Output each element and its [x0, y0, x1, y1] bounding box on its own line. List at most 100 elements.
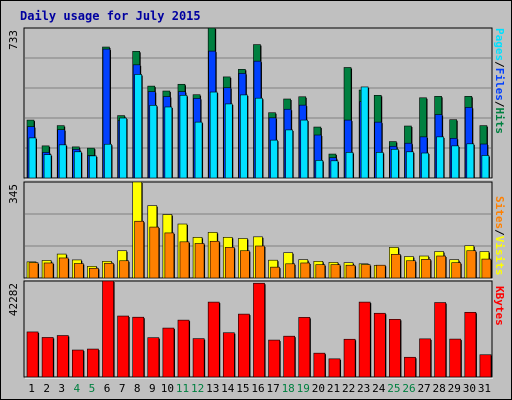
bar-pages-day-22 [345, 152, 354, 179]
bar-kbytes-day-25 [389, 319, 401, 378]
x-tick-label-day-1: 1 [28, 382, 35, 395]
x-tick-label-day-4: 4 [74, 382, 81, 395]
x-tick-label-day-7: 7 [119, 382, 126, 395]
bar-pages-day-31 [481, 155, 490, 179]
bar-pages-day-23 [360, 86, 369, 179]
x-tick-label-day-26: 26 [402, 382, 415, 395]
bar-pages-day-12 [194, 121, 203, 179]
legend-entry: Hits [493, 108, 506, 135]
bar-pages-day-24 [375, 152, 384, 179]
bar-kbytes-day-15 [238, 313, 250, 378]
x-tick-label-day-8: 8 [134, 382, 141, 395]
bar-pages-day-14 [224, 103, 233, 179]
bar-kbytes-day-13 [207, 301, 220, 378]
bar-kbytes-day-29 [449, 338, 462, 378]
bar-pages-day-3 [58, 144, 67, 179]
x-tick-label-day-31: 31 [478, 382, 491, 395]
x-tick-label-day-24: 24 [372, 382, 386, 395]
bar-kbytes-day-9 [147, 337, 160, 378]
bar-pages-day-9 [149, 105, 158, 179]
x-tick-label-day-19: 19 [297, 382, 310, 395]
bar-kbytes-day-19 [298, 317, 311, 378]
legend-entry: / [493, 229, 506, 236]
bar-sites-day-9 [149, 226, 160, 279]
bar-kbytes-day-28 [434, 302, 447, 378]
bar-kbytes-day-31 [479, 354, 492, 378]
bar-sites-day-27 [421, 259, 431, 279]
x-tick-label-day-29: 29 [448, 382, 461, 395]
bar-sites-day-8 [134, 220, 144, 279]
bar-kbytes-day-18 [283, 335, 296, 378]
legend-entry: Sites [493, 196, 506, 229]
x-tick-label-day-23: 23 [357, 382, 370, 395]
bar-kbytes-day-20 [313, 352, 326, 378]
bar-pages-day-28 [436, 136, 444, 179]
legend-entry: / [493, 61, 506, 68]
bar-kbytes-day-23 [358, 301, 371, 378]
bar-pages-day-29 [451, 145, 460, 179]
bar-kbytes-day-3 [56, 335, 69, 378]
x-tick-label-day-17: 17 [266, 382, 279, 395]
bar-sites-day-18 [285, 263, 295, 279]
bar-kbytes-day-4 [71, 349, 84, 378]
bar-sites-day-2 [43, 262, 54, 279]
bar-sites-day-17 [270, 266, 280, 279]
x-tick-label-day-15: 15 [236, 382, 249, 395]
bar-sites-day-12 [194, 243, 205, 279]
bar-sites-day-10 [164, 232, 175, 279]
x-tick-label-day-2: 2 [43, 382, 50, 395]
bar-sites-day-6 [104, 262, 114, 279]
x-tick-label-day-12: 12 [191, 382, 204, 395]
bar-sites-day-21 [330, 264, 341, 279]
bar-kbytes-day-2 [41, 337, 54, 378]
x-tick-label-day-25: 25 [387, 382, 400, 395]
bar-sites-day-7 [119, 260, 129, 279]
panel-3-legend: KBytes [493, 286, 506, 326]
bar-pages-day-20 [315, 160, 324, 179]
bar-kbytes-day-5 [87, 348, 99, 378]
bar-pages-day-15 [240, 94, 248, 179]
panel-2-legend: Sites/Visits [493, 196, 506, 276]
legend-entry: Visits [493, 236, 506, 276]
bar-kbytes-day-14 [222, 332, 235, 378]
bar-sites-day-3 [58, 257, 69, 279]
bar-pages-day-21 [330, 160, 339, 179]
bar-kbytes-day-22 [343, 338, 356, 378]
bar-pages-day-16 [255, 97, 263, 179]
bar-pages-day-7 [119, 117, 127, 179]
x-tick-label-day-9: 9 [149, 382, 156, 395]
bar-sites-day-20 [315, 264, 326, 279]
bar-sites-day-25 [391, 254, 401, 279]
bar-kbytes-day-1 [26, 331, 39, 378]
bar-kbytes-day-8 [132, 316, 145, 378]
bar-kbytes-day-11 [177, 319, 190, 378]
bar-sites-day-1 [28, 262, 39, 279]
bar-sites-day-29 [451, 262, 462, 279]
legend-entry: Files [493, 68, 506, 101]
bar-pages-day-11 [179, 95, 188, 179]
bar-kbytes-day-7 [117, 315, 129, 378]
bar-kbytes-day-16 [253, 282, 265, 378]
bar-pages-day-4 [73, 151, 82, 179]
bar-pages-day-18 [285, 129, 293, 179]
bar-sites-day-30 [466, 250, 477, 279]
x-tick-label-day-14: 14 [221, 382, 235, 395]
x-tick-label-day-22: 22 [342, 382, 355, 395]
bar-sites-day-31 [481, 258, 492, 279]
bar-kbytes-day-17 [268, 339, 280, 378]
bar-kbytes-day-6 [102, 280, 114, 378]
bar-kbytes-day-27 [419, 338, 431, 378]
panel-3-ymax-label: 42282 [7, 283, 20, 316]
bar-kbytes-day-21 [328, 358, 341, 378]
bar-pages-day-8 [134, 74, 142, 179]
bar-kbytes-day-10 [162, 327, 175, 378]
bar-pages-day-26 [406, 151, 414, 179]
chart-title: Daily usage for July 2015 [20, 9, 201, 23]
bar-kbytes-day-12 [192, 338, 205, 378]
bar-sites-day-13 [209, 240, 220, 279]
bar-sites-day-26 [406, 260, 416, 279]
x-tick-label-day-20: 20 [312, 382, 325, 395]
x-tick-label-day-5: 5 [89, 382, 96, 395]
bar-pages-day-10 [164, 106, 173, 179]
